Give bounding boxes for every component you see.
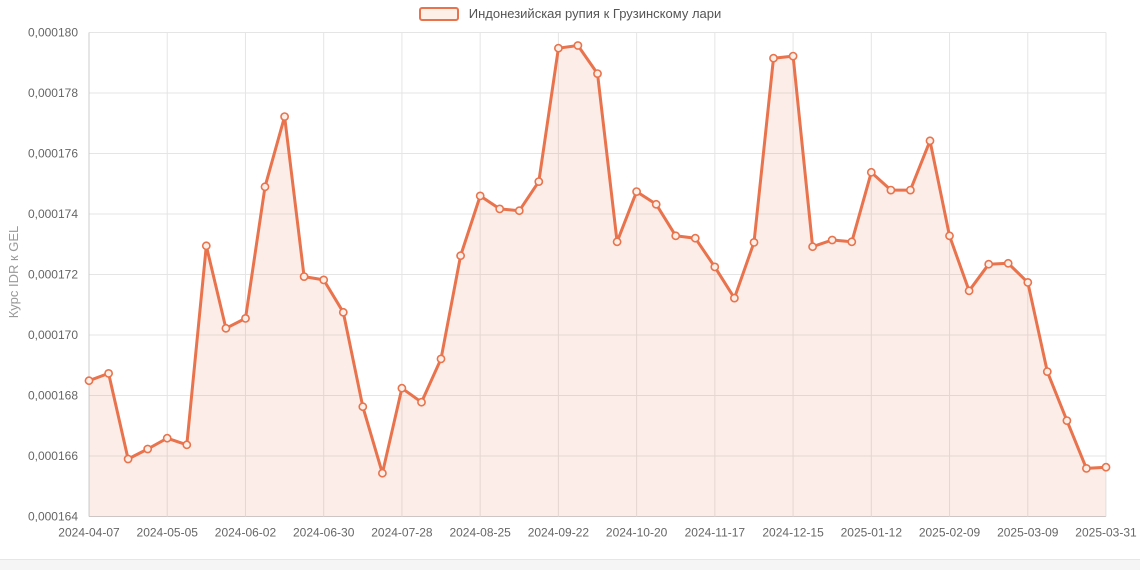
data-point-marker[interactable] [671, 231, 681, 241]
data-point-marker[interactable] [1101, 462, 1111, 472]
data-point-marker[interactable] [143, 444, 153, 454]
data-point-marker[interactable] [358, 402, 368, 412]
x-tick-label: 2024-08-25 [449, 526, 511, 540]
y-tick-label: 0,000164 [28, 510, 78, 524]
data-point-marker[interactable] [632, 187, 641, 196]
legend-swatch-icon [418, 6, 459, 21]
data-point-marker[interactable] [123, 454, 133, 464]
data-point-marker[interactable] [182, 440, 192, 450]
y-tick-label: 0,000168 [28, 389, 78, 403]
data-point-marker[interactable] [1042, 367, 1052, 376]
x-tick-label: 2024-05-05 [137, 526, 199, 540]
y-tick-label: 0,000176 [28, 147, 78, 161]
data-point-marker[interactable] [1003, 258, 1013, 268]
data-point-marker[interactable] [338, 307, 348, 317]
data-point-marker[interactable] [593, 69, 602, 78]
data-point-marker[interactable] [573, 41, 583, 50]
x-tick-label: 2025-03-31 [1075, 526, 1137, 540]
x-tick-label: 2024-07-28 [371, 526, 433, 540]
data-point-marker[interactable] [397, 383, 407, 393]
data-point-marker[interactable] [456, 251, 465, 261]
data-point-marker[interactable] [866, 167, 876, 177]
x-tick-label: 2024-06-30 [293, 526, 355, 540]
x-tick-label: 2024-09-22 [528, 526, 590, 540]
data-point-marker[interactable] [945, 231, 954, 241]
data-point-marker[interactable] [377, 468, 387, 478]
y-tick-label: 0,000174 [28, 207, 78, 221]
x-tick-label: 2024-06-02 [215, 526, 277, 540]
data-point-marker[interactable] [964, 286, 974, 296]
y-tick-label: 0,000170 [28, 328, 78, 342]
y-axis-title: Курс IDR к GEL [6, 225, 21, 319]
data-point-marker[interactable] [749, 237, 759, 247]
data-point-marker[interactable] [690, 233, 700, 243]
data-point-marker[interactable] [436, 354, 446, 364]
data-point-marker[interactable] [201, 241, 211, 251]
x-tick-label: 2025-01-12 [841, 526, 903, 540]
x-tick-label: 2025-02-09 [919, 526, 981, 540]
data-point-marker[interactable] [925, 136, 935, 146]
data-point-marker[interactable] [554, 43, 563, 53]
data-point-marker[interactable] [651, 199, 661, 209]
data-point-marker[interactable] [534, 177, 544, 186]
data-point-marker[interactable] [808, 242, 817, 252]
footer-bar [0, 559, 1140, 570]
x-tick-label: 2024-11-17 [685, 526, 746, 540]
data-point-marker[interactable] [417, 397, 426, 407]
data-point-marker[interactable] [104, 368, 113, 378]
data-point-marker[interactable] [162, 433, 172, 443]
y-tick-label: 0,000178 [28, 86, 78, 100]
data-point-marker[interactable] [495, 204, 505, 214]
data-point-marker[interactable] [319, 275, 329, 285]
data-point-marker[interactable] [710, 262, 720, 272]
legend-label: Индонезийская рупия к Грузинскому лари [468, 6, 722, 21]
data-point-marker[interactable] [299, 272, 309, 281]
data-point-marker[interactable] [730, 293, 739, 303]
data-point-marker[interactable] [221, 323, 231, 333]
data-point-marker[interactable] [847, 237, 857, 247]
data-point-marker[interactable] [984, 259, 994, 269]
legend-item[interactable]: Индонезийская рупия к Грузинскому лари [0, 6, 1140, 21]
data-point-marker[interactable] [769, 53, 778, 63]
data-point-marker[interactable] [612, 237, 622, 247]
data-point-marker[interactable] [1023, 277, 1033, 287]
data-point-marker[interactable] [1082, 463, 1091, 473]
data-point-marker[interactable] [827, 235, 837, 245]
data-point-marker[interactable] [260, 182, 270, 192]
x-tick-label: 2024-04-07 [58, 526, 120, 540]
x-tick-label: 2024-10-20 [606, 526, 668, 540]
data-point-marker[interactable] [241, 313, 250, 323]
data-point-marker[interactable] [84, 376, 94, 386]
data-point-marker[interactable] [906, 185, 915, 195]
y-tick-label: 0,000180 [28, 26, 78, 40]
data-point-marker[interactable] [475, 191, 485, 201]
y-tick-label: 0,000166 [28, 449, 78, 463]
area-fill [89, 45, 1106, 517]
y-tick-label: 0,000172 [28, 268, 78, 282]
x-tick-label: 2025-03-09 [997, 526, 1059, 540]
x-tick-label: 2024-12-15 [762, 526, 824, 540]
data-point-marker[interactable] [514, 206, 524, 216]
data-point-marker[interactable] [1062, 416, 1072, 425]
data-point-marker[interactable] [280, 112, 289, 121]
data-point-marker[interactable] [886, 185, 896, 195]
data-point-marker[interactable] [788, 51, 798, 61]
